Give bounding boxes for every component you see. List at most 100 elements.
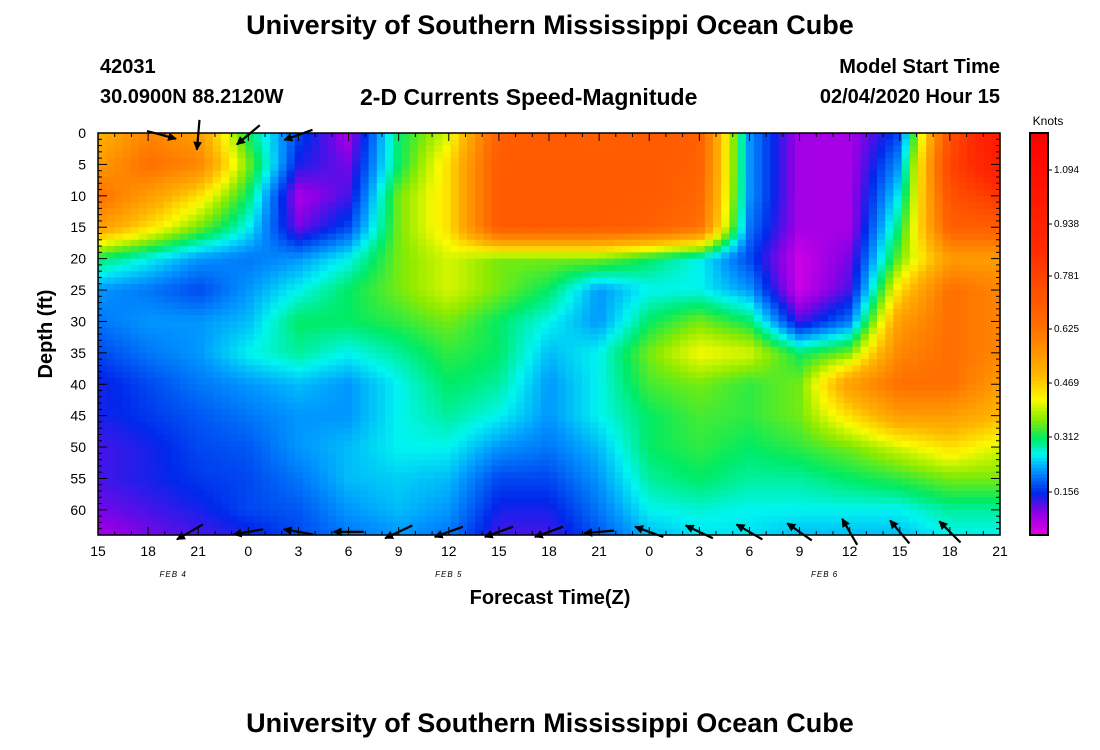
heatmap-cell [262,189,271,197]
heatmap-cell [286,302,296,310]
heatmap-cell [983,264,993,272]
heatmap-cell [647,390,657,398]
heatmap-cell [754,133,763,140]
heatmap-cell [335,227,345,235]
heatmap-cell [983,340,993,348]
heatmap-cell [508,227,517,235]
heatmap-cell [442,409,452,417]
heatmap-cell [221,183,230,191]
heatmap-cell [286,321,296,329]
heatmap-cell [171,239,181,247]
heatmap-cell [319,139,329,147]
heatmap-cell [335,377,345,385]
heatmap-cell [737,308,747,316]
heatmap-cell [663,183,673,191]
heatmap-cell [401,359,411,367]
heatmap-cell [770,340,780,348]
heatmap-cell [221,233,230,241]
heatmap-cell [680,308,689,316]
heatmap-cell [130,340,140,348]
heatmap-cell [778,183,788,191]
heatmap-cell [491,377,501,385]
heatmap-cell [458,390,468,398]
heatmap-cell [130,220,140,228]
heatmap-cell [303,415,312,423]
heatmap-cell [180,396,189,404]
heatmap-cell [573,170,583,178]
heatmap-cell [647,227,657,235]
heatmap-cell [836,164,845,172]
heatmap-cell [532,302,542,310]
heatmap-cell [516,139,525,147]
heatmap-cell [327,239,337,247]
heatmap-cell [983,296,993,304]
heatmap-cell [901,377,911,385]
heatmap-cell [344,290,353,297]
heatmap-cell [458,133,468,140]
heatmap-cell [991,145,1001,153]
heatmap-cell [508,277,517,285]
heatmap-cell [844,277,853,285]
heatmap-cell [983,308,993,316]
heatmap-cell [598,139,607,147]
heatmap-cell [122,377,132,385]
heatmap-cell [180,321,189,329]
heatmap-cell [139,202,148,209]
heatmap-cell [860,202,870,209]
heatmap-cell [147,164,156,172]
heatmap-cell [918,158,927,166]
heatmap-cell [844,384,853,392]
heatmap-cell [688,308,698,316]
heatmap-cell [319,390,329,398]
heatmap-cell [245,170,255,178]
heatmap-cell [704,315,714,323]
heatmap-cell [565,390,575,398]
heatmap-cell [376,170,386,178]
heatmap-cell [491,252,501,260]
heatmap-cell [959,365,968,373]
heatmap-cell [639,296,648,304]
heatmap-cell [901,214,911,222]
heatmap-cell [950,208,960,216]
heatmap-cell [417,352,427,360]
heatmap-cell [729,371,739,379]
heatmap-cell [335,296,345,304]
heatmap-cell [581,258,591,266]
heatmap-cell [647,302,657,310]
heatmap-cell [581,233,591,241]
heatmap-cell [803,145,812,153]
heatmap-cell [721,246,730,253]
heatmap-cell [401,239,411,247]
heatmap-cell [754,202,763,209]
heatmap-cell [696,296,706,304]
heatmap-cell [163,208,173,216]
heatmap-cell [122,264,132,272]
heatmap-cell [450,302,460,310]
heatmap-cell [696,283,706,291]
heatmap-cell [385,396,394,404]
heatmap-cell [901,308,911,316]
heatmap-cell [860,327,870,335]
heatmap-cell [147,302,156,310]
heatmap-cell [229,396,238,404]
heatmap-cell [196,271,206,279]
heatmap-cell [114,346,124,354]
heatmap-cell [762,409,771,417]
heatmap-cell [229,158,238,166]
heatmap-cell [844,133,853,140]
heatmap-cell [499,365,509,373]
heatmap-cell [606,290,616,297]
heatmap-cell [737,327,747,335]
heatmap-cell [122,227,132,235]
heatmap-cell [704,208,714,216]
heatmap-cell [147,158,156,166]
heatmap-cell [655,214,665,222]
heatmap-cell [688,252,698,260]
heatmap-cell [508,252,517,260]
heatmap-cell [672,290,681,297]
heatmap-cell [942,246,952,253]
heatmap-cell [647,352,657,360]
heatmap-cell [852,145,862,153]
heatmap-cell [163,252,173,260]
heatmap-cell [294,277,304,285]
